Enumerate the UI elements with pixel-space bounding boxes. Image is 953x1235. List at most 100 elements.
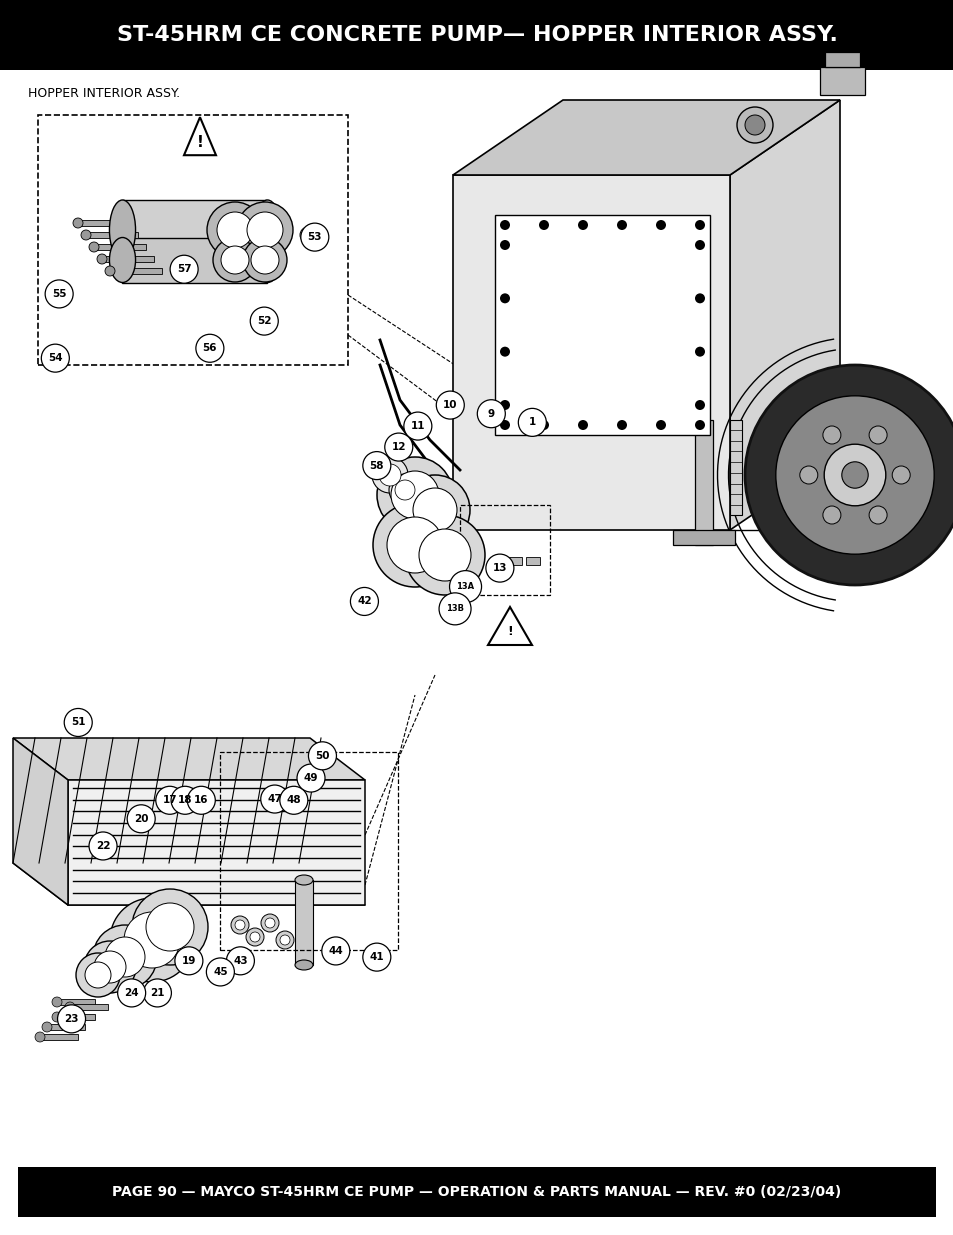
Ellipse shape	[254, 200, 280, 261]
Circle shape	[868, 426, 886, 445]
Circle shape	[485, 555, 514, 582]
Ellipse shape	[294, 960, 313, 969]
Circle shape	[110, 898, 193, 982]
Circle shape	[97, 254, 107, 264]
Circle shape	[195, 335, 224, 362]
Circle shape	[45, 280, 73, 308]
Circle shape	[265, 918, 274, 927]
Circle shape	[42, 1023, 52, 1032]
Circle shape	[578, 420, 587, 430]
Polygon shape	[13, 739, 68, 905]
Circle shape	[171, 787, 199, 814]
Circle shape	[517, 409, 546, 436]
Polygon shape	[453, 175, 729, 530]
Circle shape	[376, 457, 453, 534]
Text: 13B: 13B	[446, 604, 463, 614]
Circle shape	[413, 488, 456, 532]
Circle shape	[656, 420, 665, 430]
Circle shape	[538, 220, 548, 230]
Bar	[107, 268, 162, 274]
Text: 11: 11	[410, 421, 425, 431]
Circle shape	[695, 400, 704, 410]
Text: 53: 53	[307, 232, 322, 242]
Bar	[820, 67, 864, 95]
Text: 18: 18	[177, 795, 193, 805]
Circle shape	[236, 203, 293, 258]
Circle shape	[822, 426, 840, 445]
Bar	[459, 505, 550, 595]
Polygon shape	[488, 606, 532, 645]
Text: 54: 54	[48, 353, 63, 363]
Circle shape	[372, 457, 408, 493]
Circle shape	[261, 914, 278, 932]
Circle shape	[81, 230, 91, 240]
Text: PAGE 90 — MAYCO ST-45HRM CE PUMP — OPERATION & PARTS MANUAL — REV. #0 (02/23/04): PAGE 90 — MAYCO ST-45HRM CE PUMP — OPERA…	[112, 1186, 841, 1199]
Circle shape	[206, 958, 234, 986]
Circle shape	[617, 420, 626, 430]
Circle shape	[213, 238, 256, 282]
Circle shape	[737, 107, 772, 143]
Circle shape	[841, 462, 867, 488]
Circle shape	[155, 787, 184, 814]
Text: HOPPER INTERIOR ASSY.: HOPPER INTERIOR ASSY.	[28, 86, 180, 100]
Text: 17: 17	[162, 795, 177, 805]
Text: 52: 52	[256, 316, 272, 326]
Circle shape	[617, 220, 626, 230]
Circle shape	[52, 997, 62, 1007]
Circle shape	[656, 220, 665, 230]
Text: 56: 56	[202, 343, 217, 353]
Circle shape	[373, 503, 456, 587]
Circle shape	[35, 1032, 45, 1042]
Bar	[672, 530, 734, 545]
Bar	[122, 200, 267, 261]
Circle shape	[775, 395, 933, 555]
Circle shape	[94, 951, 126, 983]
Circle shape	[308, 742, 336, 769]
Text: 50: 50	[314, 751, 330, 761]
Text: 41: 41	[369, 952, 384, 962]
Polygon shape	[13, 739, 365, 781]
Bar	[294, 881, 313, 965]
Circle shape	[378, 464, 400, 487]
Bar	[695, 420, 712, 545]
Circle shape	[405, 515, 484, 595]
Circle shape	[105, 937, 145, 977]
Circle shape	[250, 932, 260, 942]
Circle shape	[578, 220, 587, 230]
Bar	[68, 1004, 108, 1010]
Circle shape	[449, 571, 481, 603]
Circle shape	[52, 1011, 62, 1023]
Bar	[45, 1024, 85, 1030]
Bar	[18, 1167, 935, 1216]
Circle shape	[105, 266, 115, 275]
Circle shape	[499, 240, 510, 249]
Bar	[0, 0, 953, 70]
Circle shape	[170, 256, 198, 283]
Text: 55: 55	[51, 289, 67, 299]
Bar	[38, 115, 348, 366]
Text: 44: 44	[328, 946, 343, 956]
Circle shape	[187, 787, 215, 814]
Circle shape	[89, 242, 99, 252]
Circle shape	[260, 785, 289, 813]
Circle shape	[221, 246, 249, 274]
Circle shape	[499, 294, 510, 304]
Circle shape	[395, 480, 415, 500]
Circle shape	[362, 944, 391, 971]
Circle shape	[695, 240, 704, 249]
Circle shape	[132, 889, 208, 965]
Circle shape	[499, 400, 510, 410]
Text: 10: 10	[442, 400, 457, 410]
Text: 57: 57	[176, 264, 192, 274]
Circle shape	[73, 219, 83, 228]
Polygon shape	[453, 100, 840, 175]
Circle shape	[41, 345, 70, 372]
Bar	[91, 245, 146, 249]
Bar	[729, 420, 741, 515]
Text: 13: 13	[492, 563, 507, 573]
Polygon shape	[729, 100, 840, 530]
Circle shape	[275, 931, 294, 948]
Circle shape	[65, 1002, 75, 1011]
Text: 20: 20	[133, 814, 149, 824]
Text: 47: 47	[267, 794, 282, 804]
